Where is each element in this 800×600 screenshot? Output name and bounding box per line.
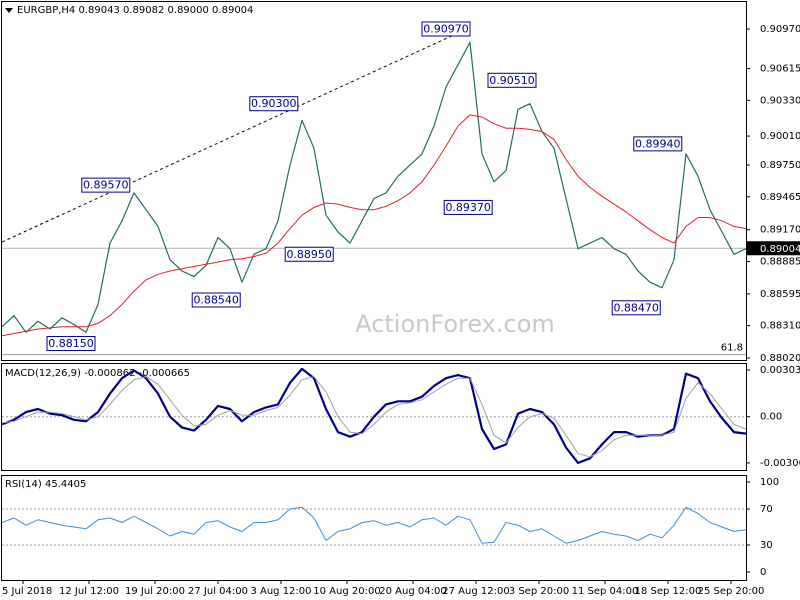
y-tick-label: 0.89170	[760, 225, 800, 236]
series-line	[2, 41, 746, 333]
annotation-box	[487, 72, 537, 88]
x-tick-label: 5 Jul 2018	[2, 586, 52, 597]
annotation-label: 0.88540	[193, 293, 239, 306]
y-tick-label: 0.88885	[760, 257, 800, 268]
macd-title: MACD(12,26,9) -0.000862 -0.000665	[5, 368, 190, 379]
panel	[2, 506, 746, 546]
annotation-label: 0.90300	[251, 97, 297, 110]
annotation-box	[611, 300, 661, 316]
fibo-label: 61.8	[721, 343, 743, 354]
y-tick-label: 0.90970	[760, 24, 800, 35]
panel	[2, 367, 746, 464]
menu-icon[interactable]	[5, 8, 13, 13]
watermark: ActionForex.com	[355, 310, 555, 338]
x-tick-label: 18 Sep 12:00	[635, 586, 702, 597]
x-tick-label: 27 Aug 12:00	[442, 586, 509, 597]
annotation-box	[81, 177, 131, 193]
x-tick-label: 25 Sep 20:00	[698, 586, 765, 597]
y-tick-label: 0.89465	[760, 192, 800, 203]
y-tick-label: 0.89750	[760, 160, 800, 171]
annotation-label: 0.90970	[423, 22, 469, 35]
symbol-header: EURGBP,H4 0.89043 0.89082 0.89000 0.8900…	[17, 5, 253, 16]
annotation-label: 0.88950	[286, 248, 332, 261]
annotation-box	[633, 136, 683, 152]
y-tick-label: 0.88310	[760, 321, 800, 332]
annotation-label: 0.89940	[635, 137, 681, 150]
annotation-label: 0.90510	[489, 74, 535, 87]
panel	[2, 28, 746, 356]
y-tick-label: 0	[760, 567, 766, 578]
x-tick-label: 11 Sep 04:00	[572, 586, 639, 597]
annotation-label: 0.88150	[48, 337, 94, 350]
y-tick-label: -0.003001	[760, 458, 800, 469]
price-frame	[1, 1, 747, 361]
y-tick-label: 100	[760, 477, 779, 488]
y-tick-label: 0.90615	[760, 64, 800, 75]
y-tick-label: 0.88595	[760, 289, 800, 300]
y-tick-label: 0.00	[760, 412, 782, 423]
annotation-box	[284, 246, 334, 262]
last-price-label: 0.89004	[760, 244, 800, 255]
annotation-label: 0.89370	[445, 201, 491, 214]
series-line	[2, 506, 746, 544]
annotation-box	[249, 96, 299, 112]
x-tick-label: 3 Sep 20:00	[509, 586, 569, 597]
y-tick-label: 0.003034	[760, 365, 800, 376]
last-price-box	[747, 241, 800, 256]
series-line	[2, 376, 746, 458]
annotation-box	[421, 21, 471, 37]
y-tick-label: 70	[760, 504, 773, 515]
x-tick-label: 20 Aug 04:00	[379, 586, 446, 597]
x-tick-label: 19 Jul 20:00	[125, 586, 185, 597]
annotation-label: 0.89570	[83, 179, 129, 192]
annotation-box	[191, 292, 241, 308]
series-line	[2, 367, 746, 464]
y-tick-label: 0.90010	[760, 131, 800, 142]
y-tick-label: 30	[760, 540, 773, 551]
y-tick-label: 0.88020	[760, 353, 800, 364]
rsi-frame	[1, 475, 747, 581]
x-tick-label: 10 Aug 20:00	[313, 586, 380, 597]
annotation-box	[46, 335, 96, 351]
annotation-label: 0.88470	[613, 301, 659, 314]
x-tick-label: 3 Aug 12:00	[250, 586, 311, 597]
y-tick-label: 0.90330	[760, 95, 800, 106]
series-line	[2, 114, 746, 337]
rsi-title: RSI(14) 45.4405	[5, 479, 86, 490]
trendline	[2, 28, 468, 243]
annotation-box	[443, 199, 493, 215]
x-tick-label: 12 Jul 12:00	[59, 586, 119, 597]
x-tick-label: 27 Jul 04:00	[188, 586, 248, 597]
